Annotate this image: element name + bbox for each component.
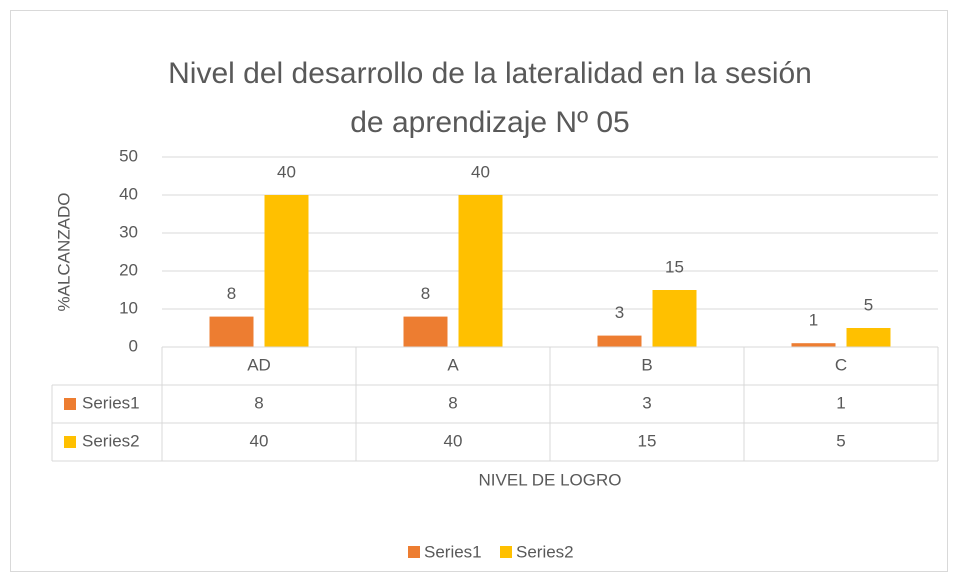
table-legend-key — [64, 436, 76, 448]
bar — [652, 290, 697, 347]
legend-key — [500, 546, 512, 558]
data-label: 15 — [665, 257, 684, 276]
chart-title: de aprendizaje Nº 05 — [350, 106, 629, 139]
data-label: 40 — [277, 162, 296, 181]
table-cell: 8 — [254, 393, 263, 412]
y-tick-label: 50 — [119, 146, 138, 165]
bar — [458, 195, 503, 347]
table-cell: 1 — [836, 393, 845, 412]
data-label: 3 — [615, 303, 624, 322]
y-tick-label: 30 — [119, 222, 138, 241]
data-label: 8 — [421, 284, 430, 303]
y-tick-label: 40 — [119, 184, 138, 203]
data-label: 5 — [864, 295, 873, 314]
data-label: 8 — [227, 284, 236, 303]
bar — [209, 316, 254, 347]
y-tick-label: 10 — [119, 298, 138, 317]
table-legend-key — [64, 398, 76, 410]
x-tick-label: A — [447, 355, 459, 374]
legend-label: Series2 — [516, 542, 574, 561]
x-tick-label: C — [835, 355, 847, 374]
legend-label: Series1 — [424, 542, 482, 561]
x-tick-label: AD — [247, 355, 271, 374]
data-label: 1 — [809, 311, 818, 330]
legend-key — [408, 546, 420, 558]
table-cell: 3 — [642, 393, 651, 412]
y-axis-label: %ALCANZADO — [54, 192, 73, 311]
bar — [846, 328, 891, 347]
x-tick-label: B — [641, 355, 652, 374]
table-row-label: Series1 — [82, 393, 140, 412]
bar — [791, 343, 836, 347]
x-axis-label: NIVEL DE LOGRO — [479, 470, 622, 489]
y-tick-label: 0 — [129, 336, 138, 355]
table-row-label: Series2 — [82, 431, 140, 450]
table-cell: 5 — [836, 431, 845, 450]
bar — [403, 316, 448, 347]
bar — [597, 335, 642, 347]
table-cell: 15 — [638, 431, 657, 450]
table-cell: 40 — [250, 431, 269, 450]
y-tick-label: 20 — [119, 260, 138, 279]
data-label: 40 — [471, 162, 490, 181]
table-cell: 40 — [444, 431, 463, 450]
bar — [264, 195, 309, 347]
chart-title: Nivel del desarrollo de la lateralidad e… — [168, 57, 812, 90]
table-cell: 8 — [448, 393, 457, 412]
